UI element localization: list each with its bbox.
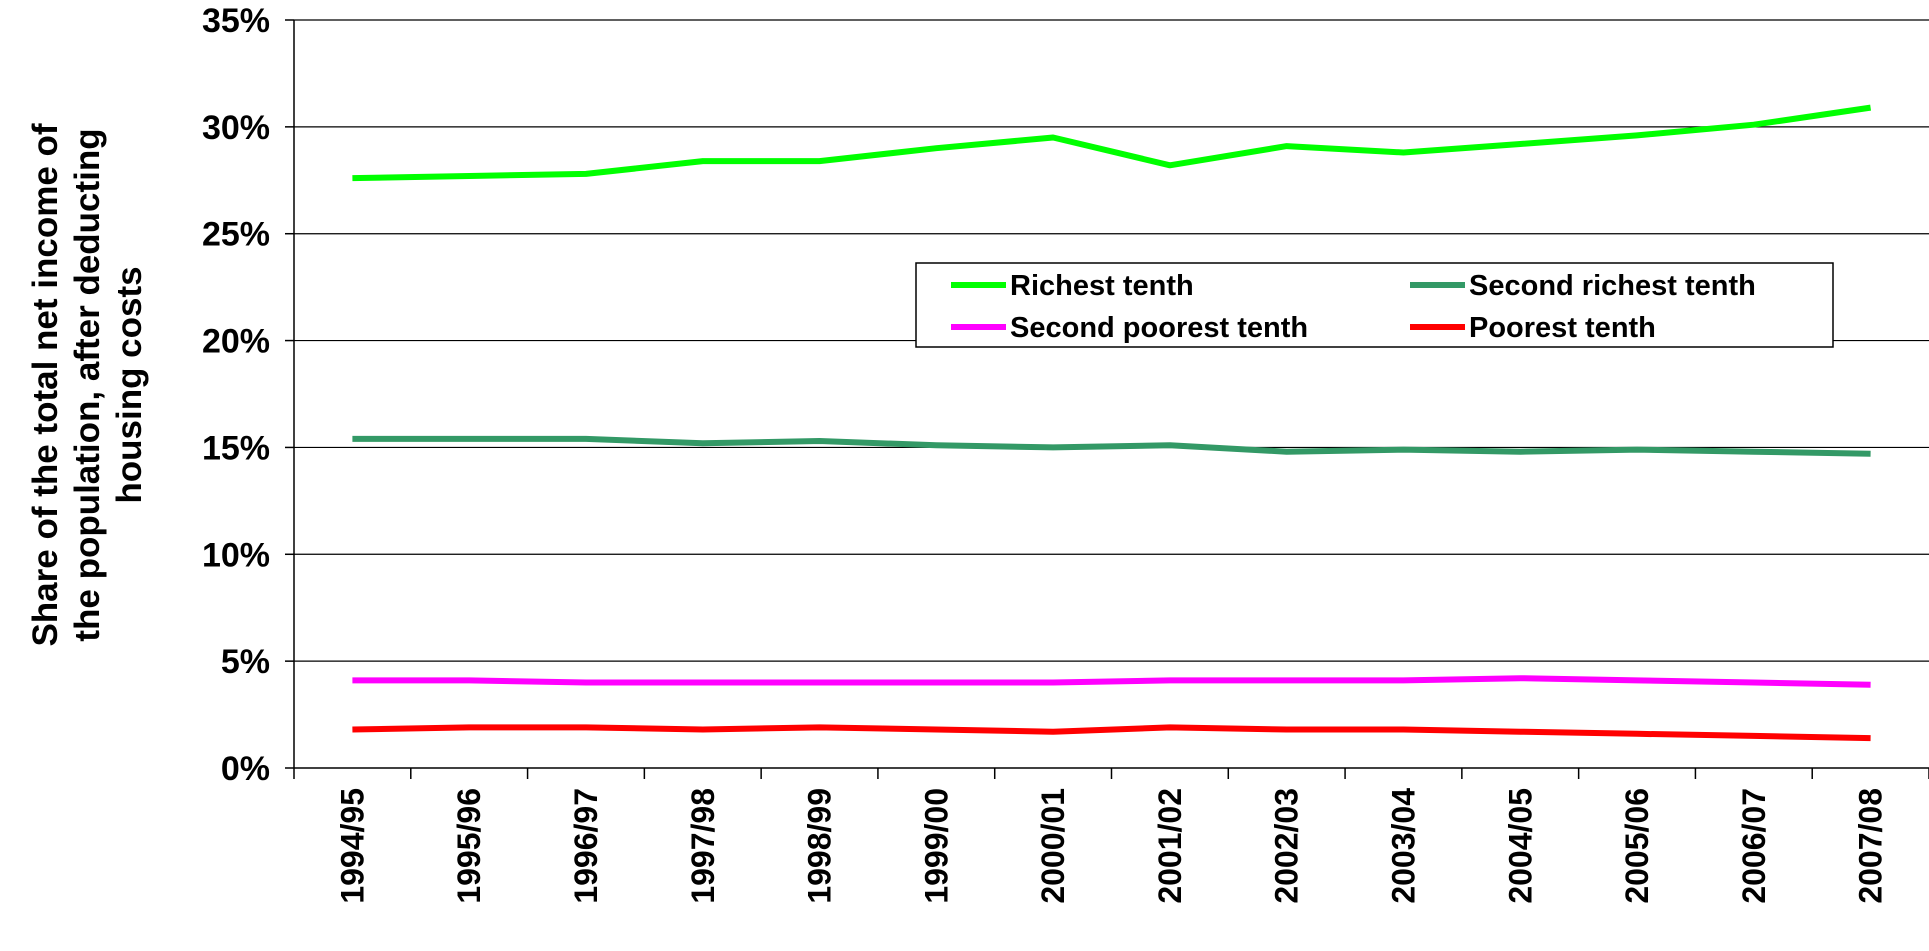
y-tick-label: 25%: [202, 216, 270, 254]
axes: [285, 19, 1929, 779]
y-tick-label: 10%: [202, 536, 270, 574]
y-tick-label: 20%: [202, 323, 270, 361]
x-tick-label: 2002/03: [1269, 788, 1305, 904]
series-line-poorest-tenth: [352, 724, 1871, 742]
series-lines: [352, 104, 1872, 742]
legend-label: Richest tenth: [1010, 270, 1194, 302]
x-tick-label: 2007/08: [1853, 788, 1889, 904]
series-line-richest-tenth: [352, 104, 1872, 182]
x-tick-label: 2005/06: [1619, 788, 1655, 904]
x-tick-label: 1996/97: [568, 788, 604, 904]
legend-items: Richest tenth Second richest tenth Second …: [951, 270, 1756, 344]
x-tick-label: 2000/01: [1035, 788, 1071, 904]
x-tick-label: 2001/02: [1152, 788, 1188, 904]
x-tick-label: 1999/00: [918, 788, 954, 904]
legend-box: [915, 262, 1834, 348]
y-axis-title: Share of the total net income ofthe popu…: [26, 123, 149, 646]
y-axis-title-line: Share of the total net income of: [26, 123, 65, 646]
x-tick-label: 1995/96: [451, 788, 487, 904]
y-tick-label: 30%: [202, 109, 270, 147]
x-tick-label: 2004/05: [1502, 788, 1538, 904]
x-tick-label: 1994/95: [334, 788, 370, 904]
legend: Richest tenth Second richest tenth Second …: [915, 262, 1834, 348]
y-axis-title-line: the population, after deducting: [68, 128, 107, 641]
y-axis-title-line: housing costs: [110, 266, 149, 503]
series-line-second-richest-tenth: [352, 435, 1871, 457]
y-tick-label: 35%: [202, 2, 270, 40]
legend-label: Poorest tenth: [1469, 312, 1656, 344]
y-tick-labels: 0% 5% 10% 15% 20% 25% 30% 35%: [202, 2, 270, 788]
series-line-second-poorest-tenth: [352, 675, 1871, 688]
y-tick-label: 5%: [221, 643, 270, 681]
x-tick-label: 2003/04: [1385, 788, 1421, 904]
x-tick-labels: 1994/95 1995/96 1996/97 1997/98 1998/99 1999/…: [334, 788, 1888, 904]
y-tick-label: 15%: [202, 429, 270, 467]
legend-label: Second poorest tenth: [1010, 312, 1308, 344]
x-tick-label: 1998/99: [802, 788, 838, 904]
x-tick-label: 1997/98: [685, 788, 721, 904]
legend-label: Second richest tenth: [1469, 270, 1756, 302]
x-tick-label: 2006/07: [1736, 788, 1772, 904]
y-tick-label: 0%: [221, 750, 270, 788]
